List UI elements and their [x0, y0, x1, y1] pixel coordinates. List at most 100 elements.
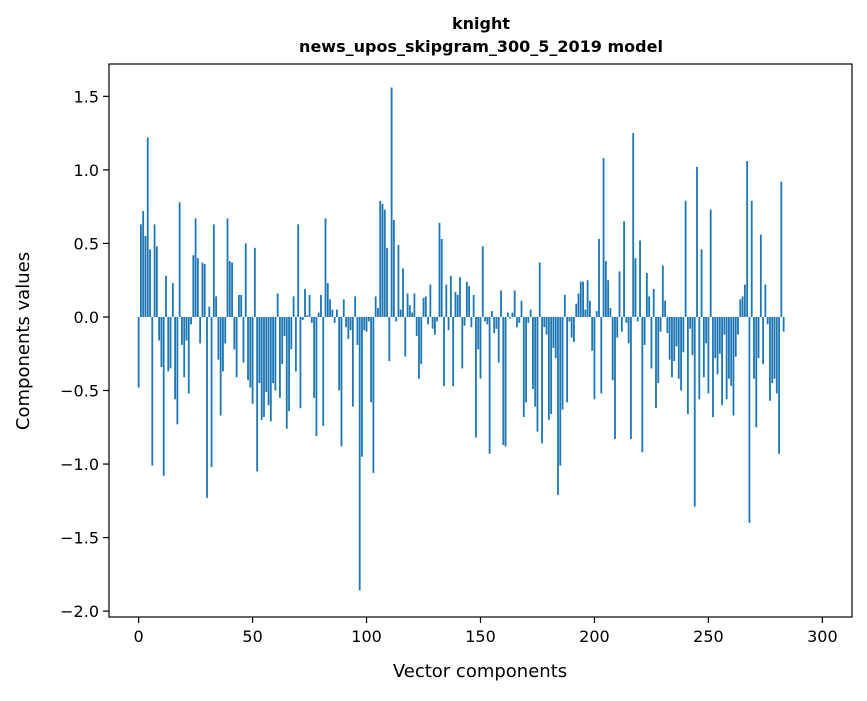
bar: [778, 316, 780, 454]
bar: [151, 316, 154, 466]
bar: [354, 296, 357, 317]
bar: [440, 239, 443, 317]
bar: [675, 316, 678, 347]
y-axis-label: Components values: [13, 252, 34, 430]
bar: [242, 316, 245, 363]
bar: [593, 316, 596, 400]
bar: [534, 316, 537, 407]
bar: [153, 224, 156, 317]
bar: [650, 316, 653, 369]
bar: [411, 312, 414, 317]
bar: [235, 316, 238, 378]
bar: [714, 316, 717, 359]
bar: [782, 316, 785, 332]
bar: [299, 316, 302, 409]
bar: [609, 308, 612, 317]
bar: [190, 316, 192, 325]
bar: [518, 316, 521, 323]
bar: [372, 316, 375, 473]
bar: [265, 316, 268, 392]
bar: [759, 234, 762, 317]
bar: [176, 316, 179, 425]
bar: [725, 316, 728, 400]
bar: [693, 316, 696, 507]
bar: [171, 283, 174, 317]
y-tick-label: 0.5: [74, 234, 99, 253]
bar: [386, 247, 388, 317]
bar: [625, 316, 628, 323]
bar: [470, 316, 473, 328]
bar: [668, 316, 671, 360]
bar: [219, 316, 222, 416]
bar: [292, 296, 295, 317]
bar: [479, 316, 482, 379]
bar: [636, 316, 639, 322]
y-tick-label: 1.5: [74, 87, 99, 106]
bar: [648, 296, 651, 317]
bar: [465, 281, 468, 317]
bar: [429, 284, 432, 317]
bar: [743, 284, 746, 317]
bar: [301, 316, 304, 320]
bar: [641, 316, 644, 453]
bar: [689, 316, 692, 329]
bar: [233, 316, 236, 350]
bar: [381, 203, 384, 317]
bar: [459, 277, 461, 317]
bar: [162, 316, 165, 476]
bar: [591, 316, 594, 351]
bar: [379, 200, 382, 317]
bar: [614, 316, 616, 440]
bar: [395, 316, 398, 322]
bar: [260, 316, 263, 420]
bar: [231, 262, 233, 317]
bar: [356, 316, 359, 345]
bar: [306, 315, 309, 317]
bar: [502, 316, 505, 445]
bar: [730, 316, 733, 387]
bar: [684, 200, 687, 317]
bar: [468, 286, 471, 317]
bar: [367, 316, 370, 322]
bar: [258, 316, 261, 384]
bar: [222, 316, 224, 372]
bar: [283, 316, 286, 337]
bar: [547, 316, 550, 420]
bar: [263, 316, 265, 417]
bar: [723, 316, 726, 335]
bar: [620, 316, 623, 332]
y-tick-label: 1.0: [74, 161, 99, 180]
bar: [657, 316, 660, 384]
bar: [757, 316, 760, 359]
bar: [721, 316, 723, 406]
bar: [461, 316, 464, 369]
bar: [137, 316, 140, 388]
bar: [431, 316, 434, 329]
bar: [677, 316, 680, 379]
bar: [238, 294, 240, 317]
bar: [630, 316, 632, 440]
x-tick-label: 0: [134, 627, 144, 646]
bar: [454, 291, 457, 317]
bar: [370, 316, 373, 403]
bar: [671, 316, 673, 378]
bar: [224, 316, 227, 344]
bar: [762, 316, 765, 365]
bar: [269, 316, 272, 422]
bar: [420, 316, 423, 365]
bar: [322, 316, 325, 426]
bar: [509, 316, 512, 319]
bar: [718, 316, 721, 354]
bar: [472, 294, 475, 317]
bar: [285, 316, 288, 429]
bar: [294, 316, 297, 372]
bar: [361, 316, 363, 457]
bar: [424, 296, 427, 317]
bar: [351, 316, 354, 407]
bar: [511, 312, 514, 317]
bar: [199, 316, 202, 344]
bar: [554, 316, 557, 359]
bar: [490, 311, 493, 317]
bar: [584, 309, 587, 317]
